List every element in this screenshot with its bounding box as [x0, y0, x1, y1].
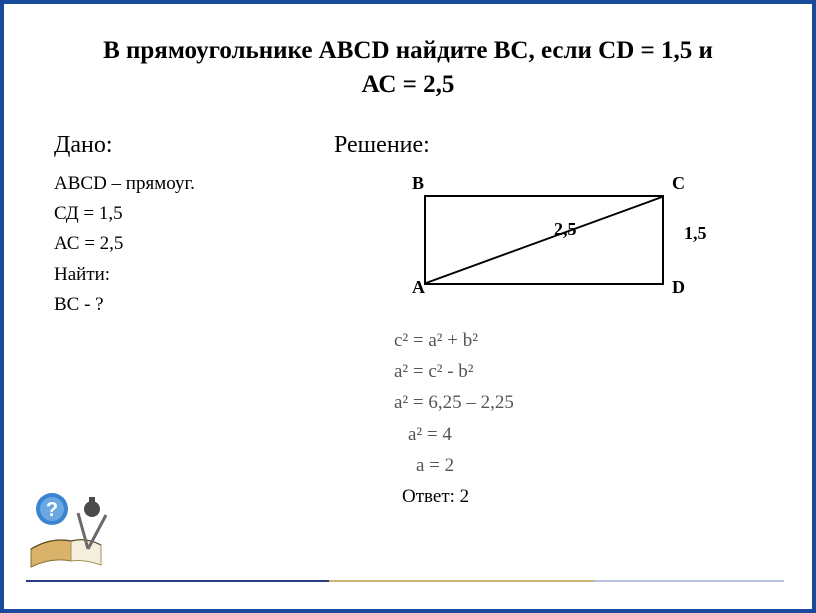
solution-heading: Решение: — [334, 132, 762, 159]
solution-column: Решение: B C A D 2,5 1,5 с² = а² + b² а²… — [334, 132, 762, 513]
equation-line: с² = а² + b² — [394, 325, 762, 356]
vertex-a-label: A — [412, 277, 425, 298]
vertex-d-label: D — [672, 277, 685, 298]
equation-line: а² = 6,25 – 2,25 — [394, 387, 762, 418]
rectangle-shape — [424, 195, 664, 285]
equation-line: а² = с² - b² — [394, 356, 762, 387]
given-line: СД = 1,5 — [54, 199, 334, 229]
content-columns: Дано: АВСD – прямоуг. СД = 1,5 АС = 2,5 … — [54, 132, 762, 513]
svg-text:?: ? — [46, 499, 58, 521]
decorative-icon: ? — [26, 479, 136, 569]
underline-segment — [329, 580, 594, 582]
given-line: Найти: — [54, 260, 334, 290]
equation-line: а² = 4 — [408, 419, 762, 450]
answer-line: Ответ: 2 — [402, 481, 762, 512]
given-column: Дано: АВСD – прямоуг. СД = 1,5 АС = 2,5 … — [54, 132, 334, 513]
diagonal-line — [426, 197, 662, 283]
underline-segment — [26, 580, 329, 582]
title-line-1: В прямоугольнике АВСD найдите ВС, если С… — [103, 37, 713, 64]
title-line-2: АС = 2,5 — [362, 71, 455, 98]
rectangle-figure: B C A D 2,5 1,5 — [364, 177, 762, 317]
bottom-underline — [26, 576, 784, 585]
given-line: ВС - ? — [54, 290, 334, 320]
equation-block: с² = а² + b² а² = с² - b² а² = 6,25 – 2,… — [394, 325, 762, 513]
diagonal-value-label: 2,5 — [554, 219, 577, 240]
given-heading: Дано: — [54, 132, 334, 159]
slide-title: В прямоугольнике АВСD найдите ВС, если С… — [54, 34, 762, 102]
underline-segment — [594, 580, 784, 582]
book-compass-qmark-icon: ? — [26, 479, 136, 569]
given-line: АВСD – прямоуг. — [54, 169, 334, 199]
given-line: АС = 2,5 — [54, 229, 334, 259]
vertex-c-label: C — [672, 173, 685, 194]
vertex-b-label: B — [412, 173, 424, 194]
slide: В прямоугольнике АВСD найдите ВС, если С… — [4, 4, 812, 609]
equation-line: а = 2 — [416, 450, 762, 481]
side-value-label: 1,5 — [684, 223, 707, 244]
